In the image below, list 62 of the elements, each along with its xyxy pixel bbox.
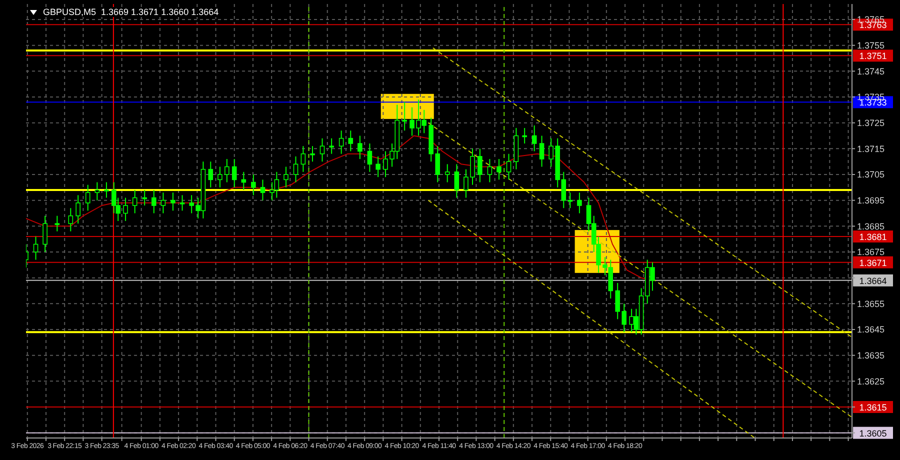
candlestick — [539, 135, 544, 168]
candlestick — [454, 164, 460, 198]
candlestick — [402, 102, 407, 132]
candlestick — [224, 158, 230, 183]
candlestick — [170, 192, 176, 212]
candlestick — [132, 190, 138, 214]
candlestick — [329, 138, 334, 154]
ref-line-label: 1.3751 — [859, 51, 887, 62]
candlestick — [577, 192, 582, 214]
candlestick — [367, 143, 372, 172]
candlestick — [180, 194, 185, 212]
y-tick-label: 1.3655 — [857, 298, 885, 309]
y-tick-label: 1.3755 — [857, 40, 885, 51]
ref-line-label: 1.3681 — [859, 232, 887, 242]
candlestick — [300, 146, 306, 172]
candlestick — [293, 156, 298, 183]
y-tick-label: 1.3675 — [857, 247, 885, 258]
candlestick — [478, 148, 482, 183]
candlestick — [54, 215, 60, 232]
ref-line-label: 1.3671 — [859, 258, 887, 268]
candlestick — [376, 156, 380, 178]
ref-line-label: 1.3664 — [859, 276, 887, 286]
ref-line-label: 1.3605 — [859, 428, 887, 438]
candlestick — [123, 197, 128, 222]
candlestick — [104, 182, 109, 198]
y-tick-label: 1.3725 — [857, 118, 885, 128]
y-tick-label: 1.3625 — [857, 376, 885, 386]
candlestick — [94, 182, 100, 201]
candlestick — [142, 190, 147, 206]
candlestick — [284, 166, 288, 188]
ref-line-label: 1.3615 — [859, 402, 887, 412]
y-tick-label: 1.3745 — [857, 66, 885, 76]
candlestick — [160, 192, 166, 214]
candlestick — [320, 138, 325, 162]
candlestick — [338, 130, 344, 154]
candlestick — [232, 158, 237, 188]
y-tick-label: 1.3635 — [857, 350, 885, 361]
candlestick — [506, 153, 512, 180]
candlestick — [33, 236, 38, 260]
y-tick-label: 1.3645 — [857, 324, 885, 335]
candlestick — [532, 124, 537, 152]
y-tick-label: 1.3705 — [857, 170, 885, 180]
y-tick-label: 1.3715 — [857, 144, 885, 154]
candlestick — [348, 130, 354, 152]
candlestick — [208, 161, 214, 188]
y-tick-label: 1.3695 — [857, 196, 885, 206]
candlestick — [85, 184, 90, 212]
candlestick — [68, 208, 74, 232]
chart-title: GBPUSD,M5 1.3669 1.3671 1.3660 1.3664 — [41, 7, 221, 17]
candlestick — [42, 215, 48, 252]
candlestick — [76, 194, 80, 224]
candlestick — [487, 158, 492, 183]
candlestick — [358, 135, 362, 160]
candlestick — [218, 166, 222, 188]
candlestick — [444, 164, 450, 183]
y-tick-label: 1.3685 — [857, 221, 885, 232]
candlestick — [310, 146, 315, 162]
candlestick — [496, 158, 502, 180]
candlestick — [251, 174, 256, 196]
candlestick — [522, 128, 527, 144]
candlestick — [152, 190, 156, 214]
candlestick — [260, 179, 266, 201]
